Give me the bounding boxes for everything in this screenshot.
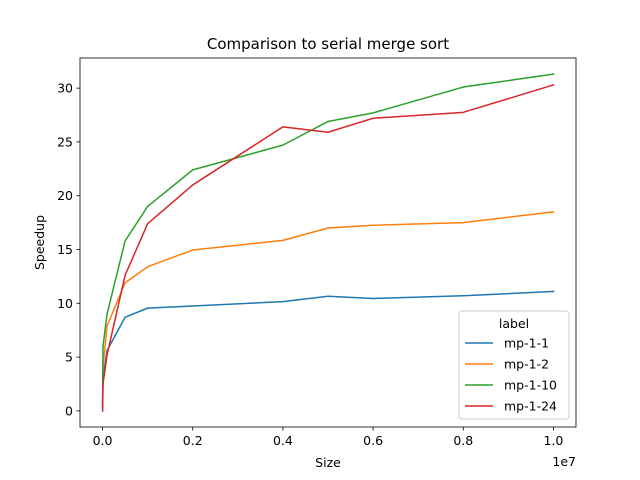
data-point-mp-1-10-10 [552, 73, 555, 75]
data-point-mp-1-2-4 [146, 265, 149, 268]
legend: label mp-1-1 mp-1-2 mp-1-10 mp-1-24 [458, 310, 570, 420]
data-point-mp-1-24-7 [327, 131, 329, 133]
data-point-mp-1-24-1 [102, 383, 104, 385]
data-point-mp-1-24-2 [106, 354, 108, 356]
y-tick-label: 0 [65, 403, 73, 418]
data-point-mp-1-2-5 [191, 249, 194, 251]
data-point-mp-1-10-8 [372, 112, 374, 114]
data-point-mp-1-1-3 [124, 316, 126, 319]
x-axis-offset-label: 1e7 [552, 454, 576, 469]
data-point-mp-1-10-1 [102, 345, 104, 348]
data-point-mp-1-1-5 [191, 305, 194, 307]
axes-frame [79, 57, 577, 428]
data-point-mp-1-10-9 [462, 86, 465, 88]
chart-title: Comparison to serial merge sort [207, 35, 449, 53]
data-point-mp-1-10-3 [124, 240, 126, 242]
data-point-mp-1-10-4 [146, 205, 149, 208]
data-point-mp-1-2-2 [106, 325, 108, 327]
legend-label-mp-1-10: mp-1-10 [504, 378, 557, 393]
data-point-mp-1-24-8 [372, 117, 374, 119]
data-point-mp-1-24-3 [124, 274, 126, 277]
data-point-mp-1-24-0 [101, 410, 104, 412]
y-axis-ticks: 0 5 10 15 20 25 30 [57, 81, 80, 418]
data-point-mp-1-24-9 [462, 111, 465, 114]
y-tick-label: 25 [57, 134, 73, 149]
data-point-mp-1-2-3 [124, 282, 126, 284]
data-point-mp-1-10-5 [191, 169, 194, 171]
x-tick-label: 0.8 [453, 433, 473, 448]
legend-label-mp-1-1: mp-1-1 [504, 336, 549, 351]
data-point-mp-1-1-4 [146, 307, 149, 309]
data-point-mp-1-10-6 [282, 144, 284, 146]
data-point-mp-1-1-7 [327, 295, 329, 298]
data-point-mp-1-24-4 [146, 222, 149, 225]
legend-label-mp-1-2: mp-1-2 [504, 357, 549, 372]
data-point-mp-1-2-6 [282, 239, 284, 242]
x-tick-label: 0.6 [363, 433, 383, 448]
x-tick-label: 0.2 [183, 433, 203, 448]
y-tick-label: 5 [65, 350, 73, 365]
y-tick-label: 30 [57, 81, 73, 96]
legend-entries: mp-1-1 mp-1-2 mp-1-10 mp-1-24 [465, 336, 557, 414]
legend-label-mp-1-24: mp-1-24 [504, 399, 557, 414]
data-point-mp-1-2-10 [552, 211, 555, 213]
data-point-mp-1-24-5 [191, 184, 194, 186]
x-tick-label: 1.0 [544, 433, 564, 448]
x-tick-label: 0.0 [93, 433, 113, 448]
data-point-mp-1-1-9 [462, 295, 465, 297]
data-point-mp-1-10-2 [106, 313, 108, 315]
data-point-mp-1-10-7 [327, 120, 329, 123]
data-point-mp-1-2-9 [462, 221, 465, 224]
y-tick-label: 20 [57, 188, 73, 203]
data-point-mp-1-1-10 [552, 290, 555, 293]
data-point-mp-1-1-8 [372, 297, 374, 300]
plot-series [101, 73, 555, 412]
data-point-mp-1-1-6 [282, 300, 284, 303]
data-point-mp-1-2-7 [327, 227, 329, 229]
x-tick-label: 0.4 [273, 433, 293, 448]
legend-box [458, 310, 570, 420]
data-point-mp-1-2-8 [372, 224, 374, 227]
y-tick-label: 10 [57, 296, 73, 311]
legend-title: label [499, 316, 529, 331]
x-axis-ticks: 0.0 0.2 0.4 0.6 0.8 1.0 [93, 427, 564, 448]
data-point-mp-1-24-6 [282, 126, 284, 128]
data-point-mp-1-24-10 [552, 84, 555, 86]
y-tick-label: 15 [57, 242, 73, 257]
y-axis-label: Speedup [32, 215, 47, 270]
x-axis-label: Size [315, 455, 341, 470]
